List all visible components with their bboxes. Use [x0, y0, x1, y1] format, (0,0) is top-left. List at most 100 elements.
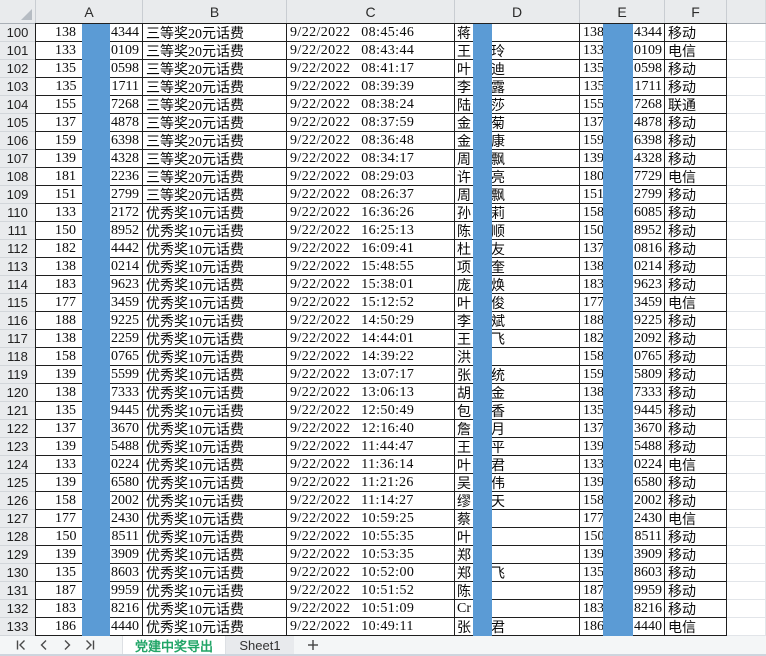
cell-name[interactable]: 蔡	[455, 510, 580, 528]
cell-prize[interactable]: 三等奖20元话费	[143, 78, 287, 96]
row-header-number[interactable]: 121	[0, 402, 35, 420]
cell-name[interactable]: 李斌	[455, 312, 580, 330]
cell-name[interactable]: 周飘	[455, 186, 580, 204]
cell-timestamp[interactable]: 9/22/2022 10:55:35	[287, 528, 455, 546]
cell-carrier[interactable]: 移动	[665, 150, 727, 168]
cell-name[interactable]: 张统	[455, 366, 580, 384]
cell-carrier[interactable]: 移动	[665, 240, 727, 258]
cell-timestamp[interactable]: 9/22/2022 15:38:01	[287, 276, 455, 294]
cell-prize[interactable]: 优秀奖10元话费	[143, 330, 287, 348]
cell-phone-e[interactable]: 133 0109	[580, 42, 665, 60]
cell-name[interactable]: 叶迪	[455, 60, 580, 78]
cell-prize[interactable]: 优秀奖10元话费	[143, 240, 287, 258]
cell-carrier[interactable]: 移动	[665, 546, 727, 564]
cell-carrier[interactable]: 移动	[665, 564, 727, 582]
cell-timestamp[interactable]: 9/22/2022 14:50:29	[287, 312, 455, 330]
cell-prize[interactable]: 优秀奖10元话费	[143, 528, 287, 546]
row-header-number[interactable]: 111	[0, 222, 35, 240]
cell-timestamp[interactable]: 9/22/2022 08:41:17	[287, 60, 455, 78]
cell-prize[interactable]: 优秀奖10元话费	[143, 600, 287, 618]
column-header-e[interactable]: E	[580, 0, 665, 23]
cell-prize[interactable]: 优秀奖10元话费	[143, 582, 287, 600]
cell-name[interactable]: 叶君	[455, 456, 580, 474]
cell-name[interactable]: 王平	[455, 438, 580, 456]
cell-prize[interactable]: 优秀奖10元话费	[143, 366, 287, 384]
cell-timestamp[interactable]: 9/22/2022 10:52:00	[287, 564, 455, 582]
cell-name[interactable]: 许亮	[455, 168, 580, 186]
cell-carrier[interactable]: 移动	[665, 78, 727, 96]
cell-carrier[interactable]: 移动	[665, 600, 727, 618]
cell-carrier[interactable]: 移动	[665, 474, 727, 492]
row-header-number[interactable]: 102	[0, 60, 35, 78]
cell-timestamp[interactable]: 9/22/2022 08:34:17	[287, 150, 455, 168]
cell-phone-a[interactable]: 135 8603	[36, 564, 143, 582]
cell-carrier[interactable]: 移动	[665, 330, 727, 348]
cell-name[interactable]: 孙莉	[455, 204, 580, 222]
cell-carrier[interactable]: 移动	[665, 204, 727, 222]
cell-timestamp[interactable]: 9/22/2022 16:25:13	[287, 222, 455, 240]
cell-name[interactable]: 蒋	[455, 24, 580, 42]
cell-timestamp[interactable]: 9/22/2022 08:36:48	[287, 132, 455, 150]
row-header-number[interactable]: 133	[0, 618, 35, 636]
cell-name[interactable]: 陈	[455, 582, 580, 600]
cell-timestamp[interactable]: 9/22/2022 16:09:41	[287, 240, 455, 258]
cell-timestamp[interactable]: 9/22/2022 08:43:44	[287, 42, 455, 60]
cell-name[interactable]: 李露	[455, 78, 580, 96]
cell-phone-e[interactable]: 135 9445	[580, 402, 665, 420]
cell-name[interactable]: 包香	[455, 402, 580, 420]
column-header-f[interactable]: F	[665, 0, 727, 23]
row-header-number[interactable]: 119	[0, 366, 35, 384]
cell-phone-e[interactable]: 183 9623	[580, 276, 665, 294]
cell-name[interactable]: 张君	[455, 618, 580, 636]
cell-name[interactable]: 周飘	[455, 150, 580, 168]
cell-phone-e[interactable]: 188 9225	[580, 312, 665, 330]
cell-phone-a[interactable]: 158 0765	[36, 348, 143, 366]
row-header-number[interactable]: 100	[0, 24, 35, 42]
cell-name[interactable]: 吴伟	[455, 474, 580, 492]
cell-carrier[interactable]: 电信	[665, 510, 727, 528]
cell-phone-a[interactable]: 150 8952	[36, 222, 143, 240]
column-header-d[interactable]: D	[455, 0, 580, 23]
cell-phone-e[interactable]: 150 8952	[580, 222, 665, 240]
cell-carrier[interactable]: 移动	[665, 186, 727, 204]
cell-prize[interactable]: 优秀奖10元话费	[143, 546, 287, 564]
cell-name[interactable]: 杜友	[455, 240, 580, 258]
cell-timestamp[interactable]: 9/22/2022 13:06:13	[287, 384, 455, 402]
cell-prize[interactable]: 优秀奖10元话费	[143, 294, 287, 312]
cell-name[interactable]: 郑飞	[455, 564, 580, 582]
cell-timestamp[interactable]: 9/22/2022 08:45:46	[287, 24, 455, 42]
cell-phone-e[interactable]: 187 9959	[580, 582, 665, 600]
cell-prize[interactable]: 优秀奖10元话费	[143, 222, 287, 240]
row-header-number[interactable]: 120	[0, 384, 35, 402]
row-header-number[interactable]: 129	[0, 546, 35, 564]
cell-timestamp[interactable]: 9/22/2022 12:50:49	[287, 402, 455, 420]
last-sheet-icon[interactable]	[83, 639, 97, 651]
cell-timestamp[interactable]: 9/22/2022 14:44:01	[287, 330, 455, 348]
cell-timestamp[interactable]: 9/22/2022 10:59:25	[287, 510, 455, 528]
cell-phone-e[interactable]: 139 5488	[580, 438, 665, 456]
cell-prize[interactable]: 优秀奖10元话费	[143, 276, 287, 294]
cell-prize[interactable]: 三等奖20元话费	[143, 168, 287, 186]
cell-carrier[interactable]: 移动	[665, 114, 727, 132]
cell-timestamp[interactable]: 9/22/2022 10:51:52	[287, 582, 455, 600]
add-sheet-icon[interactable]	[307, 639, 319, 651]
cell-carrier[interactable]: 移动	[665, 222, 727, 240]
cell-phone-a[interactable]: 159 6398	[36, 132, 143, 150]
row-header-number[interactable]: 132	[0, 600, 35, 618]
cell-prize[interactable]: 优秀奖10元话费	[143, 204, 287, 222]
cell-prize[interactable]: 优秀奖10元话费	[143, 456, 287, 474]
cell-name[interactable]: 王玲	[455, 42, 580, 60]
cell-carrier[interactable]: 电信	[665, 168, 727, 186]
cell-prize[interactable]: 优秀奖10元话费	[143, 348, 287, 366]
row-header-number[interactable]: 112	[0, 240, 35, 258]
cell-carrier[interactable]: 移动	[665, 402, 727, 420]
row-header-number[interactable]: 124	[0, 456, 35, 474]
cell-phone-a[interactable]: 139 5488	[36, 438, 143, 456]
cell-name[interactable]: Cr	[455, 600, 580, 618]
cell-carrier[interactable]: 移动	[665, 582, 727, 600]
row-header-number[interactable]: 105	[0, 114, 35, 132]
cell-timestamp[interactable]: 9/22/2022 13:07:17	[287, 366, 455, 384]
row-header-number[interactable]: 128	[0, 528, 35, 546]
cell-name[interactable]: 金菊	[455, 114, 580, 132]
cell-carrier[interactable]: 移动	[665, 348, 727, 366]
